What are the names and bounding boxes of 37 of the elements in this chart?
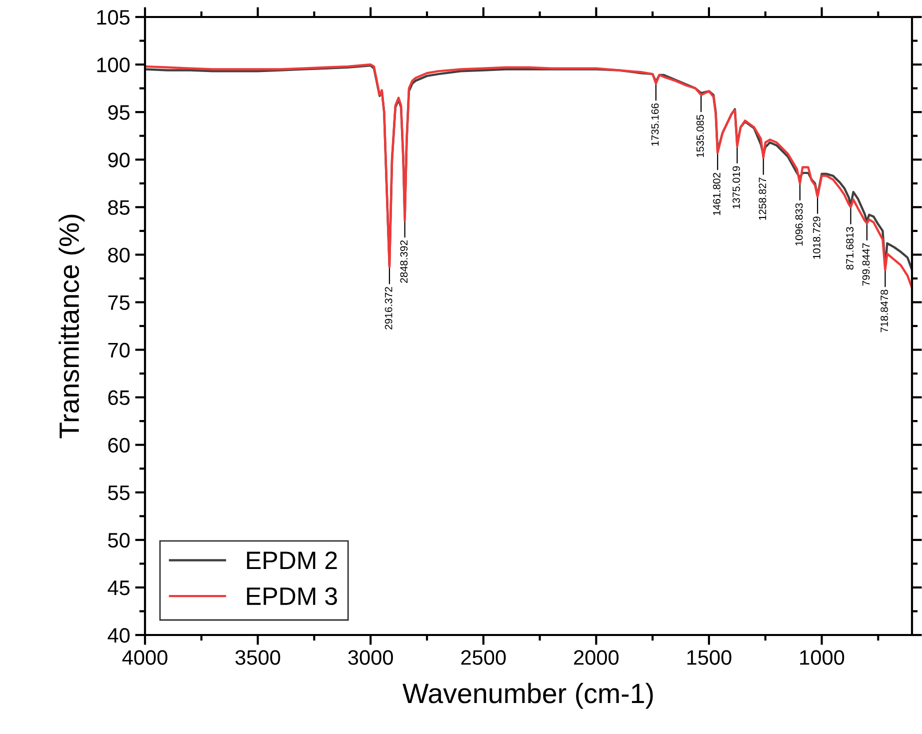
y-tick-label: 95 [108, 105, 130, 120]
annotation: 799.8447 [862, 243, 870, 286]
x-axis-title: Wavenumber (cm-1) [402, 682, 653, 709]
y-tick-label: 45 [108, 580, 130, 596]
annotation: 1461.802 [713, 172, 720, 216]
annotation: 718.8478 [880, 290, 888, 332]
y-tick-label: 65 [108, 390, 130, 406]
x-tick-label: 1000 [800, 650, 844, 665]
x-tick-label: 3500 [235, 650, 280, 665]
y-axis-title: Transmittance (%) [58, 214, 85, 438]
annotation: 2916.372 [384, 287, 392, 330]
y-tick-label: 80 [108, 248, 130, 262]
y-tick-label: 85 [108, 200, 130, 215]
annotation: 1535.085 [696, 114, 704, 158]
x-tick-label: 4000 [122, 650, 168, 665]
y-tick-label: 90 [108, 152, 130, 168]
y-tick-label: 70 [108, 342, 130, 358]
x-tick-label: 1500 [687, 650, 732, 665]
y-tick-label: 50 [108, 532, 130, 548]
annotation: 1096.833 [795, 203, 803, 246]
legend-label: EPDM 2 [247, 552, 337, 570]
y-tick-label: 60 [108, 438, 130, 453]
x-tick-label: 2500 [461, 650, 506, 665]
x-tick-label: 2000 [574, 650, 619, 665]
annotation: 871.6813 [846, 227, 854, 270]
legend-label: EPDM 3 [247, 587, 337, 606]
annotation: 1018.729 [812, 216, 820, 259]
y-tick-label: 40 [108, 628, 130, 643]
y-tick-label: 100 [97, 58, 130, 72]
y-tick-label: 55 [108, 486, 130, 500]
annotation: 1375.019 [732, 166, 740, 208]
y-tick-label: 105 [97, 10, 130, 25]
x-tick-label: 3000 [348, 650, 393, 665]
y-tick-label: 75 [108, 295, 130, 310]
annotation: 1258.827 [758, 178, 766, 220]
annotation: 2848.392 [400, 240, 408, 283]
annotation: 1735.166 [651, 103, 659, 146]
